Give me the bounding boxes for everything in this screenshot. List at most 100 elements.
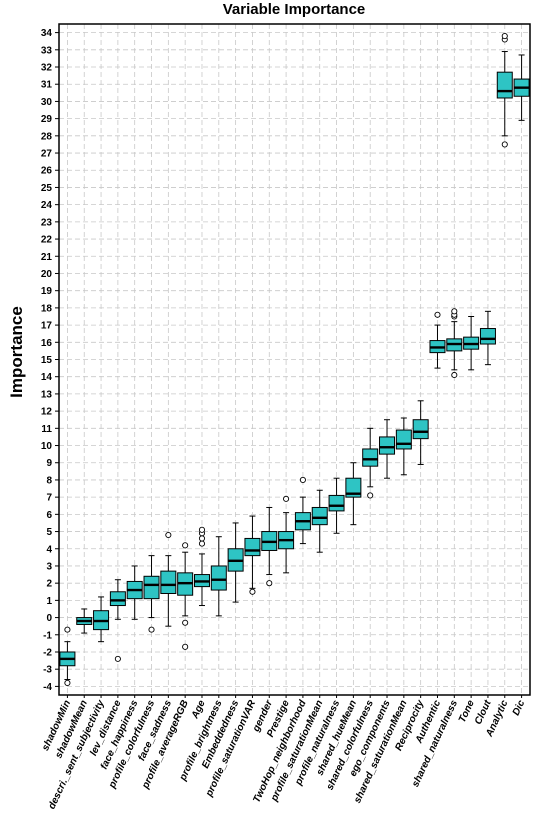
box-Embeddedness <box>227 522 244 603</box>
box-shared_saturationMean <box>395 417 412 476</box>
box-profile_saturationMean <box>311 489 328 553</box>
outlier-point <box>64 626 71 633</box>
y-tick-label: 30 <box>41 97 53 108</box>
box-iqr <box>496 71 513 99</box>
y-tick-label: 25 <box>41 183 53 194</box>
y-tick-label: 6 <box>46 510 52 521</box>
outlier-point <box>249 588 256 595</box>
y-axis-label: Importance <box>7 306 26 398</box>
box-profile_averageRGB <box>177 542 194 650</box>
box-Reciprocity <box>412 400 429 465</box>
y-tick-label: 1 <box>46 596 52 607</box>
box-Dic <box>513 54 530 121</box>
box-iqr <box>210 565 227 591</box>
y-tick-labels: -4-3-2-101234567891011121314151617181920… <box>41 28 59 693</box>
box-iqr <box>412 419 429 440</box>
y-tick-label: 15 <box>41 355 53 366</box>
y-tick-label: 22 <box>41 235 53 246</box>
box-Authentic <box>429 311 446 369</box>
y-tick-label: 10 <box>41 441 53 452</box>
outlier-point <box>501 141 508 148</box>
outlier-point <box>451 308 458 315</box>
outlier-point <box>182 619 189 626</box>
box-face_sadness <box>160 531 177 627</box>
outlier-point <box>165 531 172 539</box>
y-tick-label: 8 <box>46 475 52 486</box>
box-profile_brightness <box>210 536 227 617</box>
outlier-point <box>198 540 206 547</box>
box-shadowMean <box>76 608 93 634</box>
y-tick-label: 13 <box>41 389 53 400</box>
box-iqr <box>479 328 496 345</box>
outlier-point <box>182 542 189 549</box>
box-profile_naturalness <box>328 477 345 534</box>
outlier-point <box>299 476 306 483</box>
y-tick-label: 9 <box>46 458 52 469</box>
box-shadowMin <box>59 626 76 687</box>
box-profile_colorfulness <box>143 555 160 633</box>
box-iqr <box>362 448 379 467</box>
y-tick-label: 23 <box>41 217 53 228</box>
chart-title: Variable Importance <box>223 1 366 18</box>
x-tick-labels: shadowMinshadowMeandescri._sent_subjecti… <box>40 695 527 811</box>
box-shared_naturalness <box>446 308 463 379</box>
box-face_happiness <box>126 565 143 620</box>
y-tick-label: 26 <box>41 166 53 177</box>
boxes-layer <box>59 32 530 687</box>
box-shared_hueMean <box>345 462 362 526</box>
outlier-point <box>434 311 441 318</box>
outlier-point <box>64 679 71 687</box>
y-tick-label: 17 <box>41 321 53 332</box>
box-Age <box>193 526 210 607</box>
box-iqr <box>311 506 328 526</box>
y-tick-label: 0 <box>46 613 52 624</box>
box-shared_colorfulness <box>362 427 379 499</box>
box-gender <box>261 506 278 587</box>
box-lev_distance <box>109 579 126 662</box>
y-tick-label: 32 <box>41 63 53 74</box>
box-iqr <box>160 570 177 594</box>
y-tick-label: 3 <box>46 561 52 572</box>
box-profile_saturationVAR <box>244 515 261 595</box>
box-iqr <box>109 591 126 607</box>
outlier-point <box>182 643 189 650</box>
box-descri._sent_subjectivity <box>93 596 110 643</box>
y-tick-label: 2 <box>46 579 52 590</box>
y-tick-label: 11 <box>41 424 52 435</box>
y-tick-label: 28 <box>41 131 53 142</box>
y-tick-label: 27 <box>41 149 53 160</box>
box-iqr <box>244 537 261 557</box>
plot-frame <box>58 23 531 696</box>
y-tick-label: -4 <box>43 682 52 693</box>
box-TwoHop_neighborhood <box>294 476 311 545</box>
y-tick-label: 16 <box>41 338 53 349</box>
x-tick-label: Dic <box>511 698 528 717</box>
outlier-point <box>198 526 206 533</box>
box-Prestige <box>278 495 295 574</box>
box-ego_components <box>379 419 396 479</box>
outlier-point <box>198 535 206 542</box>
box-iqr <box>379 436 396 455</box>
outlier-point <box>451 371 458 379</box>
y-tick-label: 14 <box>41 372 53 383</box>
outlier-point <box>501 32 508 40</box>
box-iqr <box>395 429 412 450</box>
box-Clout <box>479 310 496 366</box>
box-Analytic <box>496 32 513 148</box>
y-tick-label: 4 <box>46 544 52 555</box>
outlier-point <box>367 492 374 499</box>
y-tick-label: 18 <box>41 303 53 314</box>
y-tick-label: 19 <box>41 286 53 297</box>
outlier-point <box>148 626 155 633</box>
y-tick-label: 20 <box>41 269 53 280</box>
y-tick-label: 29 <box>41 114 53 125</box>
outlier-point <box>266 580 273 587</box>
y-tick-label: 7 <box>46 493 52 504</box>
y-tick-label: 21 <box>41 252 53 263</box>
y-tick-label: 12 <box>41 407 53 418</box>
y-tick-label: 5 <box>46 527 52 538</box>
y-tick-label: -2 <box>43 647 52 658</box>
outlier-point <box>114 655 121 662</box>
